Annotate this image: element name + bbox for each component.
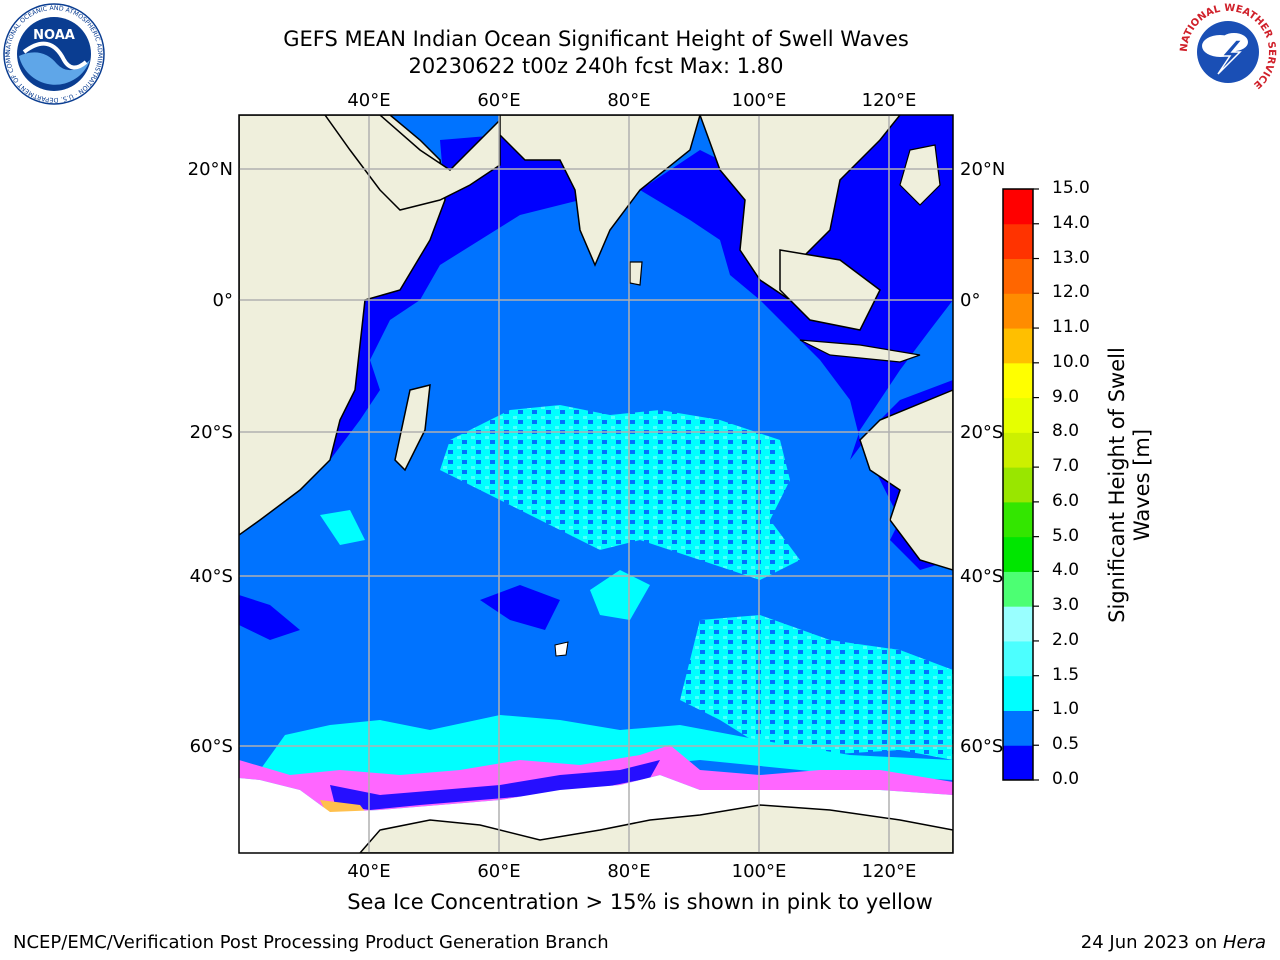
colorbar-tick-label: 1.5 xyxy=(1052,664,1080,685)
colorbar-segment xyxy=(1003,223,1033,260)
swell-zone-central xyxy=(440,405,800,580)
lon-tick-bottom: 120°E xyxy=(862,861,917,882)
colorbar-tick-label: 14.0 xyxy=(1052,212,1090,233)
colorbar-tick-label: 1.0 xyxy=(1052,699,1080,720)
colorbar-segment xyxy=(1003,432,1033,468)
colorbar-tick-label: 11.0 xyxy=(1052,317,1090,338)
lat-tick-right: 60°S xyxy=(960,736,1003,757)
colorbar-segment xyxy=(1003,501,1033,538)
colorbar-tick-label: 2.0 xyxy=(1052,629,1080,650)
lat-tick-left: 0° xyxy=(213,290,233,311)
colorbar-tick-label: 4.0 xyxy=(1052,560,1080,581)
colorbar-tick-label: 0.0 xyxy=(1052,769,1080,789)
colorbar-segment xyxy=(1003,293,1033,329)
lat-tick-left: 60°S xyxy=(190,736,233,757)
colorbar-segment xyxy=(1003,606,1033,642)
colorbar-tick-label: 15.0 xyxy=(1052,178,1090,198)
lat-tick-left: 20°S xyxy=(190,422,233,443)
colorbar-tick-label: 6.0 xyxy=(1052,490,1080,511)
colorbar-tick-label: 3.0 xyxy=(1052,595,1080,616)
credit-text: NCEP/EMC/Verification Post Processing Pr… xyxy=(13,932,609,953)
lon-tick-top: 40°E xyxy=(347,90,390,111)
land-antarctica xyxy=(359,804,953,853)
land-australia xyxy=(859,389,953,571)
low-swell-island xyxy=(480,585,560,630)
colorbar-tick-label: 7.0 xyxy=(1052,456,1080,477)
colorbar-segment xyxy=(1003,571,1033,607)
swell-zone-southeast xyxy=(680,615,953,760)
noaa-logo: NATIONAL OCEANIC AND ATMOSPHERIC ADMINIS… xyxy=(2,2,105,105)
chart-title: GEFS MEAN Indian Ocean Significant Heigh… xyxy=(283,27,909,51)
lon-tick-bottom: 80°E xyxy=(607,861,650,882)
lon-tick-top: 100°E xyxy=(732,90,787,111)
svg-text:NOAA: NOAA xyxy=(33,28,75,43)
colorbar-tick-label: 12.0 xyxy=(1052,282,1090,303)
colorbar-tick-label: 8.0 xyxy=(1052,421,1080,442)
map-frame xyxy=(238,114,954,854)
colorbar-frame xyxy=(1002,188,1034,781)
lat-tick-left: 40°S xyxy=(190,566,233,587)
colorbar-tick-label: 0.5 xyxy=(1052,734,1080,755)
colorbar-segment xyxy=(1003,640,1033,677)
land-java xyxy=(799,339,921,363)
lon-tick-top: 60°E xyxy=(477,90,520,111)
lat-tick-right: 40°S xyxy=(960,566,1003,587)
lat-tick-right: 20°S xyxy=(960,422,1003,443)
colorbar-label: Significant Height of Swell Waves [m] xyxy=(1105,347,1154,623)
land-sumatra-borneo xyxy=(779,249,881,331)
lat-tick-right: 20°N xyxy=(960,159,1005,180)
colorbar-tick-label: 10.0 xyxy=(1052,351,1090,372)
chart-subtitle: 20230622 t00z 240h fcst Max: 1.80 xyxy=(408,54,784,78)
colorbar-tick-label: 13.0 xyxy=(1052,247,1090,268)
colorbar-segment xyxy=(1003,362,1033,399)
low-swell-west xyxy=(330,135,580,460)
colorbar-tick-label: 5.0 xyxy=(1052,525,1080,546)
lon-tick-bottom: 100°E xyxy=(732,861,787,882)
colorbar-segment xyxy=(1003,397,1033,433)
sea-ice-note: Sea Ice Concentration > 15% is shown in … xyxy=(347,890,933,914)
lon-tick-bottom: 60°E xyxy=(477,861,520,882)
colorbar-segment xyxy=(1003,328,1033,364)
swell-zone-south xyxy=(260,715,953,785)
colorbar-tick-label: 9.0 xyxy=(1052,386,1080,407)
colorbar xyxy=(1003,188,1039,781)
nws-logo: NATIONAL WEATHER SERVICE xyxy=(1179,3,1277,100)
graticule xyxy=(239,115,953,853)
lon-tick-top: 120°E xyxy=(862,90,917,111)
run-date: 24 Jun 2023 on Hera xyxy=(1080,932,1266,953)
lat-tick-right: 0° xyxy=(960,290,980,311)
lon-tick-bottom: 40°E xyxy=(347,861,390,882)
lat-tick-left: 20°N xyxy=(188,159,233,180)
colorbar-segment xyxy=(1003,745,1033,781)
colorbar-segment xyxy=(1003,675,1033,711)
colorbar-segment xyxy=(1003,258,1033,294)
colorbar-segment xyxy=(1003,710,1033,746)
lon-tick-top: 80°E xyxy=(607,90,650,111)
land-india xyxy=(499,115,701,267)
colorbar-segment xyxy=(1003,189,1033,225)
map-fields xyxy=(239,115,953,853)
colorbar-segment xyxy=(1003,536,1033,572)
land-madagascar xyxy=(394,384,431,472)
colorbar-segment xyxy=(1003,467,1033,503)
